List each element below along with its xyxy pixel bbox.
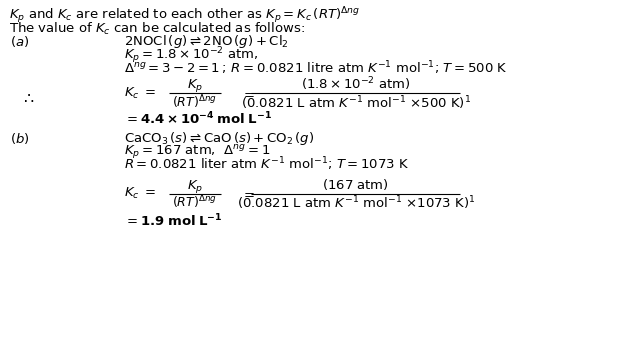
Text: $=$: $=$ [241, 187, 256, 200]
Text: $(b)$: $(b)$ [10, 131, 30, 146]
Text: $\Delta^{ng} = 3 - 2 = 1\,;\,R = 0.0821$ litre atm $K^{-1}$ mol$^{-1}$; $T = 500: $\Delta^{ng} = 3 - 2 = 1\,;\,R = 0.0821$… [124, 60, 507, 77]
Text: $K_p = 1.8 \times 10^{-2}$ atm,: $K_p = 1.8 \times 10^{-2}$ atm, [124, 45, 258, 66]
Text: $(167$ atm$)$: $(167$ atm$)$ [322, 176, 389, 191]
Text: $(RT)^{\Delta ng}$: $(RT)^{\Delta ng}$ [173, 93, 218, 111]
Text: $K_c\; =$: $K_c\; =$ [124, 186, 156, 201]
Text: $\mathrm{2NOCl}\,(g) \rightleftharpoons \mathrm{2NO}\,(g) + \mathrm{Cl_2}$: $\mathrm{2NOCl}\,(g) \rightleftharpoons … [124, 33, 288, 50]
Text: $K_c\; =$: $K_c\; =$ [124, 86, 156, 101]
Text: $= \mathbf{1.9\;mol\;L^{-1}}$: $= \mathbf{1.9\;mol\;L^{-1}}$ [124, 212, 222, 229]
Text: $(0.0821$ L atm $K^{-1}$ mol$^{-1}$ $\times 1073$ K$)^1$: $(0.0821$ L atm $K^{-1}$ mol$^{-1}$ $\ti… [236, 194, 475, 212]
Text: $(1.8\times10^{-2}$ atm$)$: $(1.8\times10^{-2}$ atm$)$ [301, 75, 411, 93]
Text: $\mathrm{CaCO_3}\,(s) \rightleftharpoons \mathrm{CaO}\,(s) + \mathrm{CO_2}\,(g)$: $\mathrm{CaCO_3}\,(s) \rightleftharpoons… [124, 130, 314, 147]
Text: $K_p$: $K_p$ [187, 77, 203, 94]
Text: $K_p = 167$ atm,  $\Delta^{ng} = 1$: $K_p = 167$ atm, $\Delta^{ng} = 1$ [124, 143, 270, 161]
Text: $K_p$: $K_p$ [187, 178, 203, 195]
Text: $K_p$ and $K_c$ are related to each other as $K_p = K_c\,(RT)^{\Delta ng}$: $K_p$ and $K_c$ are related to each othe… [9, 5, 360, 26]
Text: $R = 0.0821$ liter atm $K^{-1}$ mol$^{-1}$; $T = 1073$ K: $R = 0.0821$ liter atm $K^{-1}$ mol$^{-1… [124, 156, 409, 174]
Text: $\therefore$: $\therefore$ [20, 90, 34, 105]
Text: The value of $K_c$ can be calculated as follows:: The value of $K_c$ can be calculated as … [9, 20, 305, 37]
Text: $= \mathbf{4.4 \times 10^{-4}\;mol\;L^{-1}}$: $= \mathbf{4.4 \times 10^{-4}\;mol\;L^{-… [124, 111, 271, 128]
Text: $(0.0821$ L atm $K^{-1}$ mol$^{-1}$ $\times 500$ K$)^1$: $(0.0821$ L atm $K^{-1}$ mol$^{-1}$ $\ti… [241, 94, 471, 112]
Text: $(a)$: $(a)$ [10, 34, 29, 50]
Text: $(RT)^{\Delta ng}$: $(RT)^{\Delta ng}$ [173, 194, 218, 211]
Text: $=$: $=$ [241, 87, 256, 100]
